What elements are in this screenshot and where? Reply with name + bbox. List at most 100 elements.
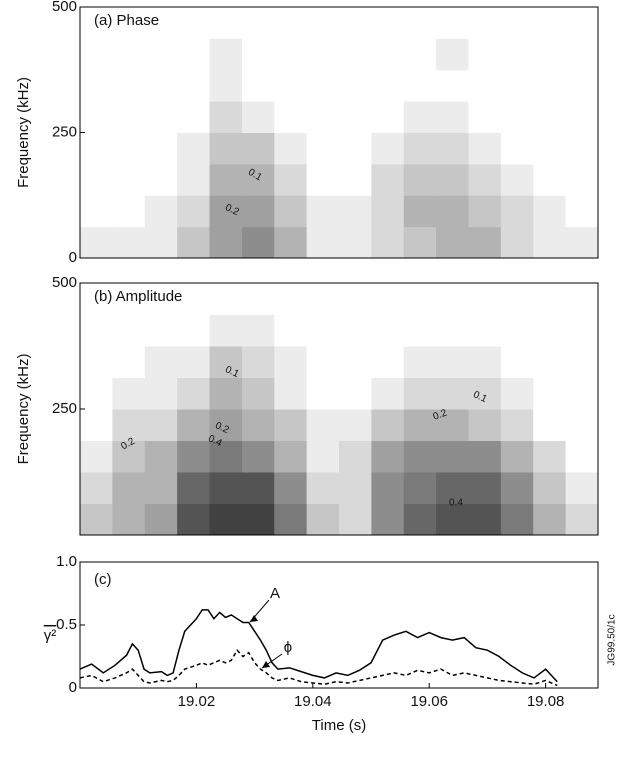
heatmap-cell <box>403 314 437 347</box>
heatmap-cell <box>274 38 308 71</box>
heatmap-cell <box>339 409 372 441</box>
heatmap-cell <box>80 503 113 536</box>
x-tick-label: 19.04 <box>294 693 332 710</box>
heatmap-cell <box>468 283 502 315</box>
heatmap-cell <box>177 69 210 102</box>
heatmap-cell <box>274 101 308 133</box>
heatmap-cell <box>144 163 178 196</box>
heatmap-cell <box>306 7 340 39</box>
heatmap-cell <box>112 132 146 165</box>
y-tick-label: 0 <box>69 249 77 266</box>
heatmap-cell <box>209 472 243 504</box>
heatmap-cell <box>436 346 469 378</box>
heatmap-cell <box>565 472 599 504</box>
y-tick-label: 500 <box>52 274 77 291</box>
heatmap-cell <box>339 283 372 315</box>
heatmap-cell <box>112 69 146 102</box>
x-tick-label: 19.02 <box>178 693 216 710</box>
line-series <box>79 648 558 687</box>
heatmap-cell <box>306 226 340 259</box>
heatmap-cell <box>241 226 275 259</box>
heatmap-cell <box>436 377 469 410</box>
heatmap-cell <box>468 163 502 196</box>
heatmap-cell <box>565 440 599 473</box>
heatmap-cell <box>274 163 308 196</box>
heatmap-cell <box>177 346 210 378</box>
heatmap-cell <box>533 440 567 473</box>
heatmap-cell <box>80 377 113 410</box>
heatmap-cell <box>177 163 210 196</box>
heatmap-cell <box>565 409 599 441</box>
heatmap-cell <box>274 69 308 102</box>
heatmap-cell <box>436 7 469 39</box>
heatmap-cell <box>144 132 178 165</box>
heatmap-cell <box>468 503 502 536</box>
heatmap-cell <box>306 163 340 196</box>
heatmap-cell <box>565 101 599 133</box>
heatmap-cell <box>533 226 567 259</box>
heatmap-cell <box>500 7 534 39</box>
heatmap-cell <box>533 132 567 165</box>
heatmap-cell <box>80 101 113 133</box>
heatmap-cell <box>144 38 178 71</box>
heatmap-cell <box>209 69 243 102</box>
heatmap-cell <box>468 346 502 378</box>
heatmap-cell <box>468 314 502 347</box>
contour-label: 0.4 <box>206 433 224 449</box>
heatmap-cell <box>403 503 437 536</box>
heatmap-cell <box>339 440 372 473</box>
heatmap-cell <box>144 314 178 347</box>
heatmap-cell <box>306 346 340 378</box>
heatmap-cell <box>112 38 146 71</box>
heatmap-cell <box>144 440 178 473</box>
panel-title: (b) Amplitude <box>94 288 182 305</box>
heatmap-cell <box>306 69 340 102</box>
heatmap-cell <box>80 409 113 441</box>
x-axis-label: Time (s) <box>312 717 366 734</box>
heatmap-cell <box>177 132 210 165</box>
heatmap-cell <box>177 409 210 441</box>
heatmap-cell <box>565 226 599 259</box>
heatmap-cell <box>209 226 243 259</box>
heatmap-cell <box>306 503 340 536</box>
heatmap-cell <box>468 377 502 410</box>
heatmap-cell <box>403 69 437 102</box>
heatmap-cell <box>468 440 502 473</box>
heatmap-cell <box>80 346 113 378</box>
series-label: ϕ <box>284 639 292 656</box>
heatmap-cell <box>371 409 405 441</box>
heatmap-cell <box>177 101 210 133</box>
heatmap-cell <box>144 346 178 378</box>
heatmap-cell <box>80 132 113 165</box>
heatmap-cell <box>436 283 469 315</box>
heatmap-cell <box>112 503 146 536</box>
heatmap-cell <box>241 132 275 165</box>
heatmap-cell <box>371 440 405 473</box>
heatmap-cell <box>112 101 146 133</box>
heatmap-cell <box>112 163 146 196</box>
heatmap-cell <box>339 377 372 410</box>
heatmap-cell <box>565 503 599 536</box>
heatmap-cell <box>144 101 178 133</box>
heatmap-cell <box>436 132 469 165</box>
heatmap-cell <box>144 283 178 315</box>
heatmap-cell <box>306 409 340 441</box>
heatmap-cell <box>339 314 372 347</box>
arrow-head <box>262 661 270 668</box>
heatmap-cell <box>112 7 146 39</box>
x-tick-label: 19.08 <box>527 693 565 710</box>
heatmap-cell <box>339 503 372 536</box>
heatmap-cell <box>339 101 372 133</box>
y-tick-label: 250 <box>52 400 77 417</box>
heatmap-cell <box>403 38 437 71</box>
heatmap-cell <box>112 409 146 441</box>
heatmap-cell <box>144 503 178 536</box>
heatmap-cell <box>209 283 243 315</box>
y-tick-label: 0 <box>69 679 77 696</box>
heatmap-cell <box>274 409 308 441</box>
heatmap-cell <box>241 377 275 410</box>
heatmap-cell <box>80 440 113 473</box>
heatmap-cell <box>241 314 275 347</box>
heatmap-cell <box>144 377 178 410</box>
heatmap-cell <box>565 38 599 71</box>
